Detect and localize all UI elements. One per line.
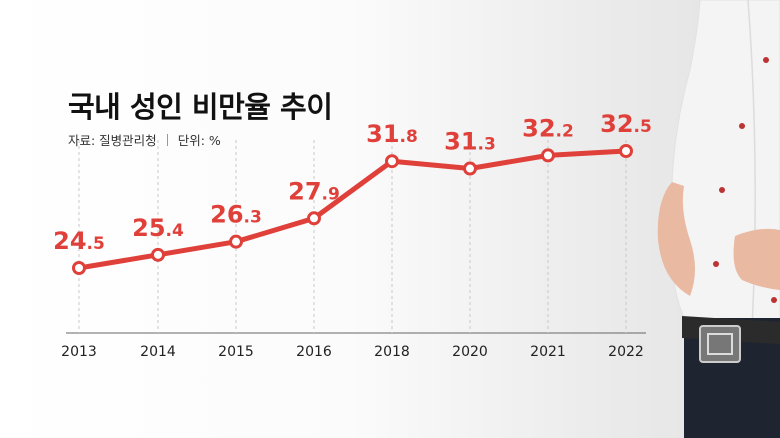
data-label: 24.5 [53, 227, 105, 255]
data-point [151, 247, 165, 262]
unit-label: 단위: % [177, 133, 221, 148]
data-point [463, 161, 477, 176]
data-point [72, 261, 86, 275]
data-point [229, 234, 243, 249]
data-point [385, 154, 399, 169]
shirt-button [763, 57, 769, 63]
meta-divider [166, 133, 168, 146]
x-tick-label: 2015 [218, 344, 254, 360]
x-tick-label: 2018 [374, 344, 410, 360]
shirt-button [739, 123, 745, 129]
shirt-button [713, 261, 719, 267]
shirt-button [771, 297, 777, 303]
x-tick-label: 2022 [608, 344, 644, 360]
data-label: 31.3 [444, 128, 496, 156]
data-label: 31.8 [366, 120, 418, 148]
x-tick-label: 2020 [452, 344, 488, 360]
data-point [541, 148, 555, 163]
x-tick-label: 2021 [530, 344, 566, 360]
data-point [619, 144, 633, 158]
source-label: 자료: 질병관리청 [68, 133, 157, 148]
chart-title: 국내 성인 비만율 추이 [68, 90, 333, 124]
data-label: 32.5 [600, 110, 652, 138]
chart-meta: 자료: 질병관리청 단위: % [68, 130, 221, 149]
shirt-button [719, 187, 725, 193]
data-label: 25.4 [132, 214, 184, 242]
data-label: 27.9 [288, 177, 340, 205]
x-tick-label: 2013 [61, 344, 97, 360]
data-label: 26.3 [210, 201, 262, 229]
data-point [307, 211, 321, 226]
x-tick-label: 2016 [296, 344, 332, 360]
series-line [76, 148, 629, 271]
data-label: 32.2 [522, 114, 574, 142]
x-tick-label: 2014 [140, 344, 176, 360]
